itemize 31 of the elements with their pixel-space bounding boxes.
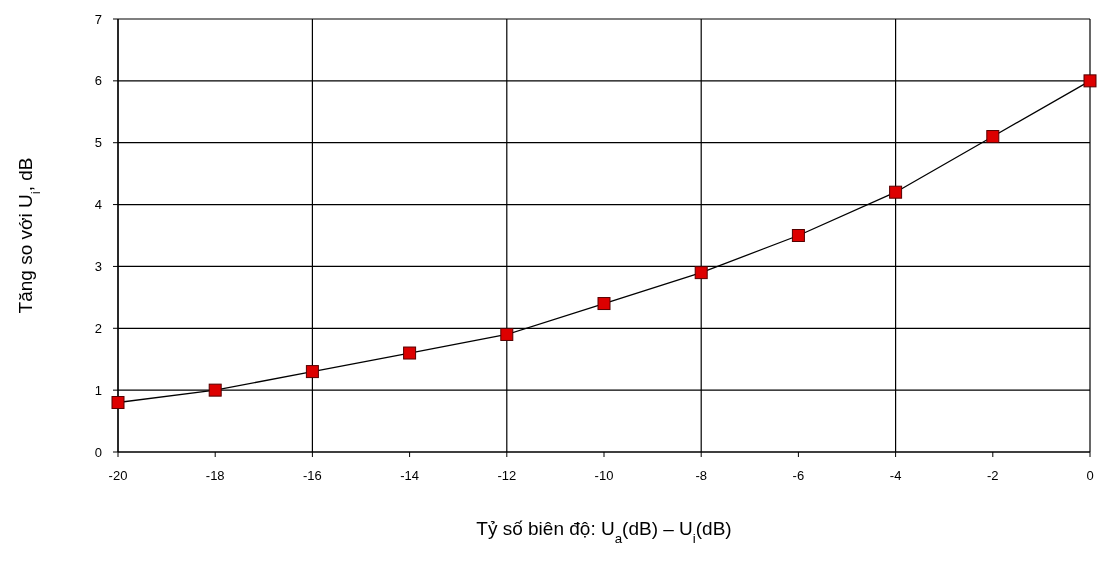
x-axis-title: Tỷ số biên độ: U$_{a}$(dB) – U$_{i}$(dB) [476, 518, 732, 546]
point [597, 297, 611, 311]
x-tick-label: -14 [400, 468, 419, 483]
x-tick-label: -2 [987, 468, 999, 483]
point [694, 266, 708, 280]
point [500, 327, 514, 341]
y-tick-label: 5 [94, 135, 102, 151]
point [791, 229, 805, 242]
x-tick-label: -6 [792, 468, 805, 483]
x-tick-label: -4 [889, 468, 902, 483]
x-tick-label: -8 [695, 468, 707, 483]
x-tick-label: -16 [303, 468, 322, 483]
x-tick-label: -18 [205, 468, 225, 483]
point [403, 346, 417, 360]
point [208, 383, 222, 397]
point [305, 365, 319, 379]
y-tick-label: 0 [94, 444, 102, 460]
point [111, 396, 125, 410]
x-tick-label: 0 [1086, 468, 1094, 483]
y-tick-label: 1 [94, 382, 102, 398]
y-tick-label: 2 [94, 320, 102, 336]
x-tick-label: -20 [108, 468, 128, 483]
x-tick-label: -12 [497, 468, 517, 483]
y-tick-label: 3 [94, 258, 102, 274]
point [889, 185, 903, 199]
point [1083, 74, 1097, 88]
y-tick-label: 7 [94, 11, 102, 27]
x-tick-label: -10 [594, 468, 614, 483]
point [986, 130, 1000, 144]
y-tick-label: 4 [94, 197, 102, 213]
y-tick-label: 6 [94, 73, 102, 89]
